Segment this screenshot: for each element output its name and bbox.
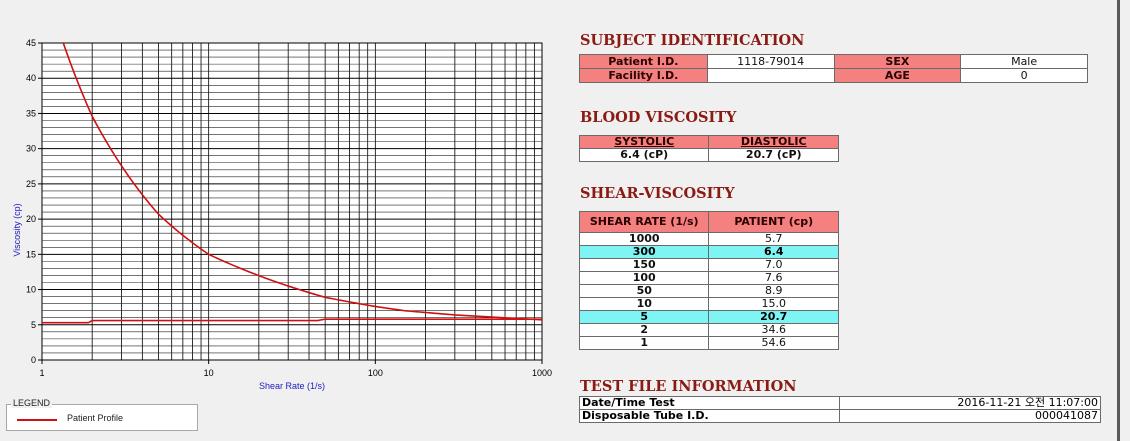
test-file-table: Date/Time Test 2016-11-21 오전 11:07:00 Di… — [579, 396, 1101, 423]
patient-cp-cell: 6.4 — [708, 245, 839, 259]
blood-viscosity-table: SYSTOLIC DIASTOLIC 6.4 (cP) 20.7 (cP) — [578, 135, 839, 162]
legend: LEGEND Patient Profile — [6, 398, 198, 431]
patient-cp-cell: 7.0 — [708, 258, 839, 272]
series-line-1 — [42, 318, 542, 324]
y-tick-label: 45 — [26, 38, 36, 48]
plot-area — [41, 42, 543, 361]
table-row: 1000 5.7 — [578, 232, 839, 246]
systolic-value: 6.4 (cP) — [578, 148, 710, 162]
facility-id-value — [706, 68, 835, 83]
x-tick-label: 1 — [39, 368, 44, 378]
tube-id-label: Disposable Tube I.D. — [579, 409, 840, 423]
legend-swatch — [17, 419, 57, 421]
y-tick-label: 5 — [31, 320, 36, 330]
patient-cp-header: PATIENT (cp) — [708, 211, 839, 233]
patient-cp-cell: 34.6 — [708, 323, 839, 337]
shear-rate-cell: 2 — [578, 323, 710, 337]
table-row: 10 15.0 — [578, 297, 839, 311]
shear-rate-cell: 1000 — [578, 232, 710, 246]
chart-series — [42, 43, 542, 324]
vertical-scrollbar[interactable] — [1117, 0, 1130, 441]
sex-label: SEX — [833, 54, 962, 69]
date-time-value: 2016-11-21 오전 11:07:00 — [838, 396, 1101, 410]
patient-cp-cell: 8.9 — [708, 284, 839, 298]
table-row: 150 7.0 — [578, 258, 839, 272]
age-label: AGE — [833, 68, 962, 83]
legend-title: LEGEND — [11, 398, 53, 408]
x-tick-label: 10 — [204, 368, 214, 378]
y-tick-label: 15 — [26, 249, 36, 259]
table-row: 2 34.6 — [578, 323, 839, 337]
shear-rate-cell: 10 — [578, 297, 710, 311]
patient-cp-cell: 15.0 — [708, 297, 839, 311]
diastolic-label: DIASTOLIC — [708, 135, 839, 149]
systolic-label: SYSTOLIC — [578, 135, 710, 149]
table-row: 1 54.6 — [578, 336, 839, 350]
facility-id-label: Facility I.D. — [579, 68, 708, 83]
table-row: 5 20.7 — [578, 310, 839, 324]
sex-value: Male — [960, 54, 1088, 69]
viscosity-chart: 0 5 10 15 20 25 30 35 40 45 1 10 100 1000 Shear Rate … — [12, 38, 552, 391]
chart-ticks: 0 5 10 15 20 25 30 35 40 45 1 10 100 1000 — [26, 38, 552, 378]
shear-rate-cell: 300 — [578, 245, 710, 259]
y-tick-label: 0 — [31, 355, 36, 365]
patient-cp-cell: 7.6 — [708, 271, 839, 285]
y-tick-label: 30 — [26, 144, 36, 154]
series-line-0 — [62, 43, 542, 321]
x-tick-label: 1000 — [532, 368, 552, 378]
y-axis-label: Viscosity (cp) — [12, 203, 22, 256]
x-tick-label: 100 — [368, 368, 383, 378]
shear-rate-cell: 100 — [578, 271, 710, 285]
patient-cp-cell: 20.7 — [708, 310, 839, 324]
date-time-label: Date/Time Test — [579, 396, 840, 410]
legend-item-patient-profile: Patient Profile — [67, 413, 124, 423]
patient-id-label: Patient I.D. — [579, 54, 708, 69]
x-axis-label: Shear Rate (1/s) — [259, 381, 325, 391]
y-tick-label: 35 — [26, 108, 36, 118]
patient-cp-cell: 5.7 — [708, 232, 839, 246]
age-value: 0 — [960, 68, 1088, 83]
table-row: 300 6.4 — [578, 245, 839, 259]
shear-rate-cell: 5 — [578, 310, 710, 324]
y-tick-label: 10 — [26, 285, 36, 295]
y-tick-label: 20 — [26, 214, 36, 224]
table-row: 100 7.6 — [578, 271, 839, 285]
shear-viscosity-table: SHEAR RATE (1/s) PATIENT (cp) 1000 5.7 300… — [578, 211, 839, 350]
chart-grid — [42, 43, 542, 360]
subject-table: Patient I.D. 1118-79014 SEX Male Facilit… — [579, 54, 1088, 83]
subject-title: SUBJECT IDENTIFICATION — [580, 32, 805, 49]
test-file-title: TEST FILE INFORMATION — [580, 378, 797, 395]
blood-viscosity-title: BLOOD VISCOSITY — [580, 109, 737, 126]
shear-rate-cell: 150 — [578, 258, 710, 272]
tube-id-value: 000041087 — [838, 409, 1101, 423]
patient-id-value: 1118-79014 — [706, 54, 835, 69]
patient-cp-cell: 54.6 — [708, 336, 839, 350]
shear-rate-cell: 1 — [578, 336, 710, 350]
shear-viscosity-title: SHEAR-VISCOSITY — [580, 185, 735, 202]
table-row: 50 8.9 — [578, 284, 839, 298]
y-tick-label: 25 — [26, 179, 36, 189]
shear-rate-cell: 50 — [578, 284, 710, 298]
diastolic-value: 20.7 (cP) — [708, 148, 839, 162]
y-tick-label: 40 — [26, 73, 36, 83]
shear-rate-header: SHEAR RATE (1/s) — [578, 211, 710, 233]
